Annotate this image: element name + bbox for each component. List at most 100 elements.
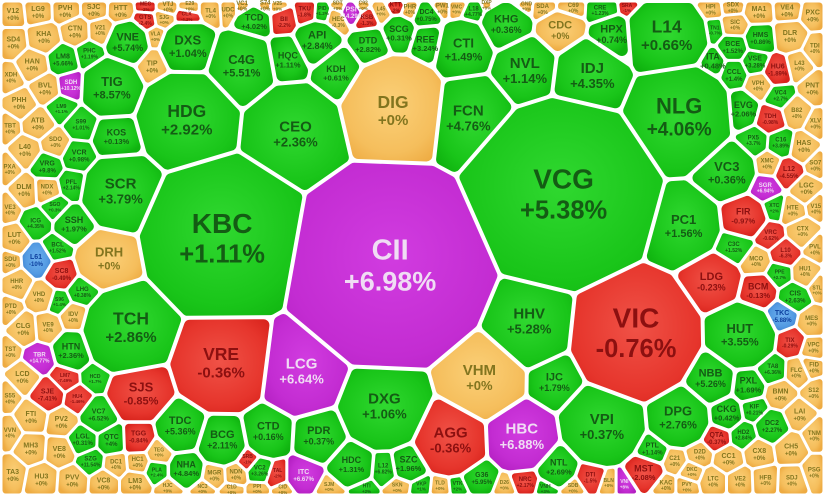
svg-text:+0%: +0% — [482, 5, 491, 10]
svg-text:ITA: ITA — [706, 52, 720, 62]
svg-text:PHR: PHR — [404, 4, 417, 10]
svg-text:+0%: +0% — [38, 39, 51, 45]
svg-text:+0%: +0% — [604, 483, 613, 488]
svg-text:-0.13%: -0.13% — [746, 291, 770, 300]
svg-text:VRG: VRG — [40, 160, 56, 167]
svg-text:-1%: -1% — [244, 459, 252, 464]
svg-text:+0%: +0% — [800, 190, 813, 196]
svg-text:-0.37%: -0.37% — [707, 440, 727, 446]
svg-text:+0%: +0% — [35, 481, 48, 487]
svg-text:PW1: PW1 — [436, 4, 450, 10]
svg-text:C69: C69 — [568, 3, 580, 9]
svg-text:HTE: HTE — [787, 206, 799, 212]
svg-text:L43: L43 — [794, 61, 805, 67]
svg-text:CTD: CTD — [257, 421, 280, 433]
svg-text:+0%: +0% — [813, 291, 822, 296]
svg-text:G36: G36 — [475, 472, 488, 479]
svg-text:PID: PID — [318, 6, 327, 12]
svg-text:HDG: HDG — [167, 101, 206, 121]
svg-text:SIC: SIC — [730, 20, 741, 26]
svg-text:KDH: KDH — [326, 64, 346, 74]
svg-text:+0.61%: +0.61% — [323, 74, 349, 83]
svg-text:+0%: +0% — [781, 13, 794, 19]
svg-text:IDJ: IDJ — [581, 60, 604, 77]
svg-text:-0.97%: -0.97% — [731, 216, 755, 225]
svg-text:SJM: SJM — [324, 482, 334, 488]
svg-text:+0%: +0% — [115, 13, 128, 19]
svg-text:HBC: HBC — [506, 421, 539, 438]
svg-text:+0%: +0% — [5, 129, 16, 135]
svg-text:-0.84%: -0.84% — [129, 439, 149, 445]
svg-text:TBR: TBR — [33, 353, 46, 359]
svg-text:REE: REE — [416, 35, 435, 45]
svg-text:C3C: C3C — [728, 242, 741, 248]
svg-text:VPC: VPC — [807, 343, 820, 349]
svg-text:PXA: PXA — [4, 164, 17, 170]
svg-text:-4.55%: -4.55% — [779, 174, 799, 180]
svg-text:TA8: TA8 — [767, 364, 779, 370]
svg-text:+6.88%: +6.88% — [500, 437, 545, 452]
svg-text:+1.11%: +1.11% — [179, 241, 265, 269]
svg-text:VNH: VNH — [540, 484, 551, 490]
svg-text:+0%: +0% — [66, 483, 79, 489]
svg-text:+0%: +0% — [728, 8, 739, 14]
svg-text:GND: GND — [521, 1, 533, 7]
svg-text:DTI: DTI — [585, 473, 595, 479]
svg-text:+0%: +0% — [151, 37, 160, 42]
svg-text:+6.98%: +6.98% — [344, 267, 436, 297]
svg-text:+1.14%: +1.14% — [642, 450, 663, 456]
svg-text:TBT: TBT — [4, 124, 16, 130]
svg-text:HTN: HTN — [62, 341, 81, 351]
svg-text:-1.8%: -1.8% — [298, 12, 312, 18]
svg-text:+1.56%: +1.56% — [665, 228, 703, 240]
svg-text:+3.28%: +3.28% — [745, 64, 766, 70]
svg-text:+0%: +0% — [198, 489, 207, 494]
svg-text:EVG: EVG — [734, 100, 753, 110]
svg-text:+1.52%: +1.52% — [722, 49, 743, 55]
svg-text:L12: L12 — [783, 166, 795, 173]
svg-text:+0%: +0% — [146, 68, 159, 74]
svg-text:+0%: +0% — [500, 485, 509, 490]
svg-text:-0.29%: -0.29% — [782, 344, 798, 350]
svg-text:+0%: +0% — [359, 6, 368, 11]
svg-text:+0%: +0% — [687, 472, 696, 477]
svg-text:+6.36%: +6.36% — [764, 370, 782, 376]
svg-text:CTI: CTI — [453, 36, 474, 51]
svg-text:+0%: +0% — [223, 14, 234, 20]
svg-text:VCR: VCR — [72, 150, 87, 157]
svg-text:+0%: +0% — [34, 298, 45, 304]
svg-text:+0%: +0% — [6, 310, 17, 316]
svg-text:+0%: +0% — [18, 192, 31, 198]
svg-text:VIC: VIC — [613, 303, 660, 334]
svg-text:L45: L45 — [377, 7, 386, 13]
svg-text:+2.63%: +2.63% — [785, 298, 806, 304]
svg-text:BCL: BCL — [51, 243, 64, 249]
svg-text:-0.49%: -0.49% — [52, 276, 72, 282]
svg-text:V25: V25 — [273, 1, 282, 7]
svg-text:-2%: -2% — [274, 473, 282, 478]
svg-text:+1.31%: +1.31% — [339, 465, 365, 474]
svg-text:VKP: VKP — [416, 481, 427, 487]
svg-text:+1.4%: +1.4% — [725, 77, 743, 83]
svg-text:+0.86%: +0.86% — [750, 40, 771, 46]
svg-text:TCD: TCD — [245, 12, 264, 22]
svg-text:S99: S99 — [76, 120, 87, 126]
svg-text:+6.52%: +6.52% — [88, 417, 109, 423]
svg-text:VNE: VNE — [116, 31, 139, 43]
svg-text:SCG: SCG — [389, 24, 409, 34]
svg-text:+0%: +0% — [227, 490, 236, 495]
svg-text:+0%: +0% — [751, 262, 762, 268]
svg-text:-10%: -10% — [29, 262, 44, 268]
svg-text:UDC: UDC — [222, 8, 236, 14]
svg-text:VMC: VMC — [451, 4, 463, 10]
svg-text:-1.3%: -1.3% — [360, 21, 374, 27]
svg-text:+0%: +0% — [68, 318, 79, 324]
svg-text:+2.36%: +2.36% — [273, 135, 318, 150]
svg-text:-0.62%: -0.62% — [763, 236, 779, 242]
svg-text:NC3: NC3 — [197, 484, 207, 490]
svg-text:+0.21%: +0.21% — [746, 410, 764, 416]
svg-text:CTX: CTX — [797, 226, 809, 232]
svg-text:NTL: NTL — [550, 458, 568, 468]
svg-text:+0%: +0% — [722, 461, 735, 467]
svg-text:+0%: +0% — [88, 12, 101, 18]
